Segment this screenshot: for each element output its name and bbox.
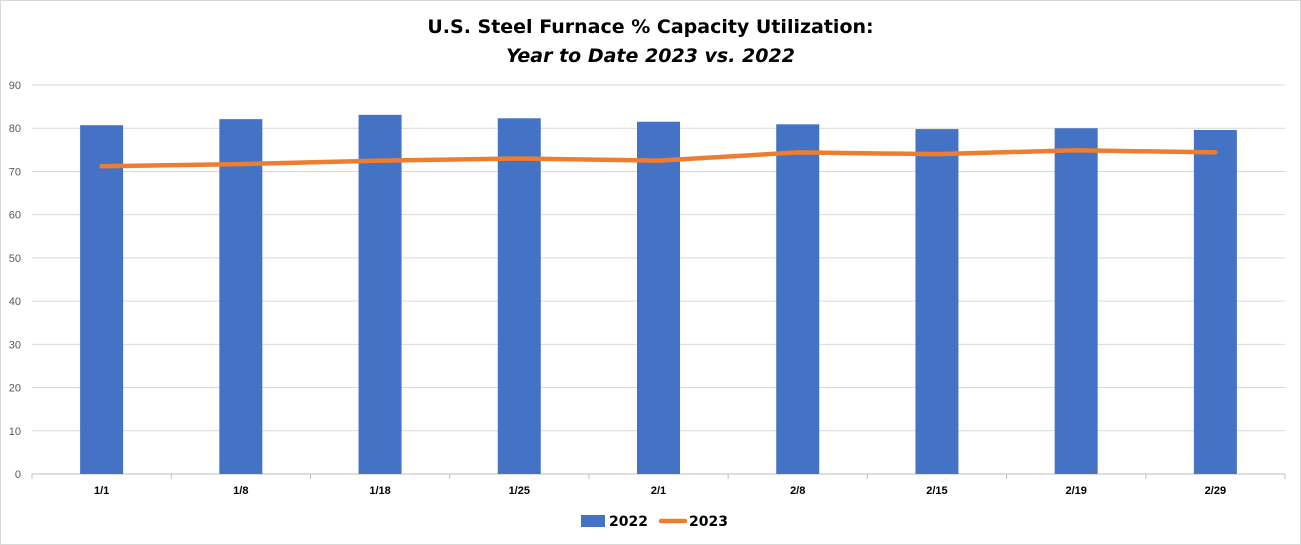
chart-subtitle: Year to Date 2023 vs. 2022: [506, 45, 795, 67]
x-tick-label: 1/18: [369, 485, 390, 497]
bar-2022: [1193, 129, 1237, 474]
y-tick-label: 70: [9, 166, 21, 178]
y-tick-label: 90: [9, 80, 21, 92]
x-tick-label: 2/29: [1205, 485, 1226, 497]
chart-title-block: U.S. Steel Furnace % Capacity Utilizatio…: [1, 13, 1300, 71]
bar-2022: [776, 124, 820, 475]
x-tick-label: 2/15: [926, 485, 947, 497]
y-tick-label: 10: [9, 426, 21, 438]
bar-2022: [219, 119, 263, 474]
x-tick-label: 2/8: [790, 485, 805, 497]
bar-2022: [1054, 128, 1098, 474]
x-tick-label: 2/19: [1065, 485, 1086, 497]
y-tick-label: 50: [9, 253, 21, 265]
x-tick-label: 1/1: [94, 485, 109, 497]
x-tick-label: 2/1: [651, 485, 666, 497]
y-tick-label: 20: [9, 383, 21, 395]
legend-label-2022: 2022: [609, 514, 648, 530]
bar-2022: [80, 125, 124, 475]
bar-2022: [915, 129, 959, 474]
chart-title: U.S. Steel Furnace % Capacity Utilizatio…: [427, 16, 874, 38]
y-tick-label: 40: [9, 296, 21, 308]
x-tick-label: 1/25: [509, 485, 530, 497]
legend-swatch-2022: [581, 515, 605, 527]
bar-2022: [358, 114, 402, 474]
y-tick-label: 60: [9, 210, 21, 222]
y-tick-label: 80: [9, 123, 21, 135]
bar-2022: [497, 118, 541, 474]
y-tick-label: 0: [15, 469, 21, 481]
x-tick-label: 1/8: [233, 485, 248, 497]
line-2023: [99, 148, 1218, 169]
legend-label-2023: 2023: [689, 514, 728, 530]
bar-2022: [637, 121, 680, 474]
y-tick-label: 30: [9, 339, 21, 351]
